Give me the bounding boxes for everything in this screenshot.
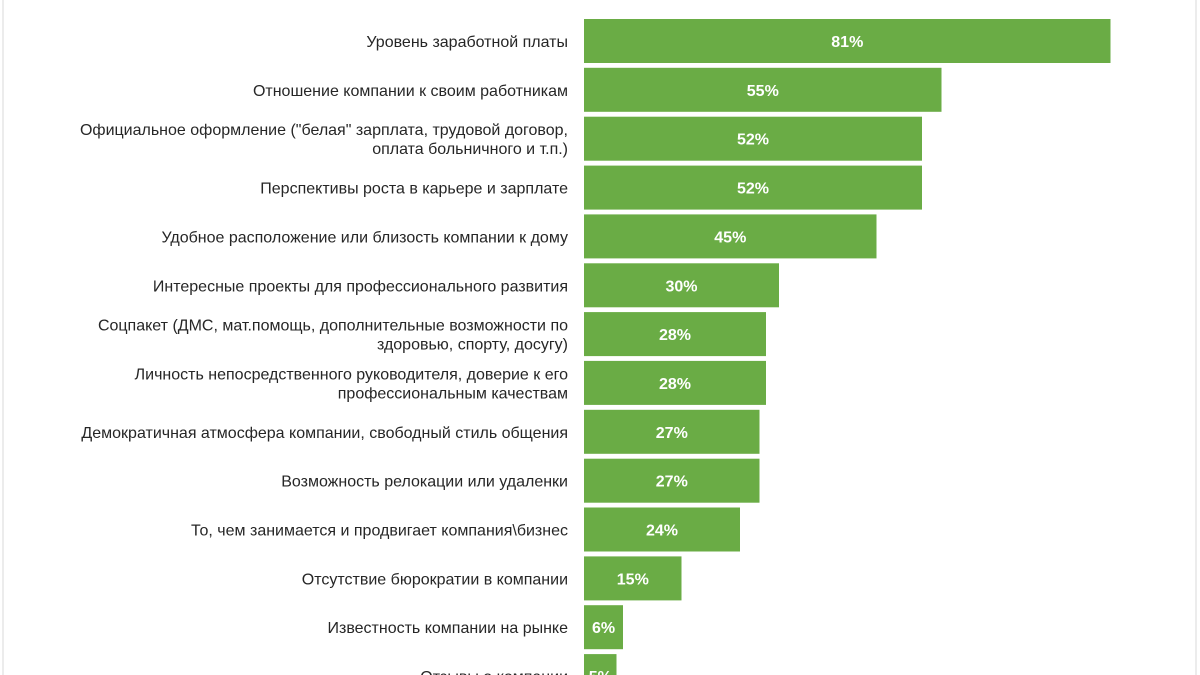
bar-7	[584, 312, 766, 357]
bar-3	[584, 116, 922, 161]
category-label-line: Отношение компании к своим работникам	[253, 83, 568, 100]
category-label-line: здоровью, спорту, досугу)	[377, 337, 568, 354]
bar-9	[584, 409, 760, 454]
category-label-line: То, чем занимается и продвигает компания…	[191, 523, 568, 540]
category-label-line: Личность непосредственного руководителя,…	[135, 366, 568, 383]
category-label-14: Отзывы о компании	[420, 669, 568, 675]
category-label-12: Отсутствие бюрократии в компании	[302, 571, 568, 588]
category-label-7: Соцпакет (ДМС, мат.помощь, дополнительны…	[98, 318, 568, 354]
bar-5	[584, 214, 877, 259]
category-label-13: Известность компании на рынке	[327, 620, 568, 637]
bar-13	[584, 605, 623, 650]
bar-10	[584, 458, 760, 503]
category-label-8: Личность непосредственного руководителя,…	[135, 366, 568, 402]
bar-1	[584, 19, 1111, 63]
bar-8	[584, 360, 766, 405]
category-label-10: Возможность релокации или удаленки	[281, 474, 568, 491]
category-label-line: профессиональным качествам	[338, 385, 568, 402]
category-label-line: Интересные проекты для профессионального…	[153, 278, 568, 295]
value-label-8: 28%	[659, 376, 691, 393]
category-label-4: Перспективы роста в карьере и зарплате	[260, 181, 568, 198]
bar-11	[584, 507, 740, 552]
category-label-1: Уровень заработной платы	[366, 34, 568, 51]
category-label-line: оплата больничного и т.п.)	[372, 141, 568, 158]
category-label-line: Удобное расположение или близость компан…	[161, 229, 568, 246]
category-label-line: Демократичная атмосфера компании, свобод…	[81, 425, 568, 442]
category-label-11: То, чем занимается и продвигает компания…	[191, 523, 568, 540]
value-label-13: 6%	[592, 620, 615, 637]
category-label-line: Уровень заработной платы	[366, 34, 568, 51]
value-label-7: 28%	[659, 327, 691, 344]
category-label-6: Интересные проекты для профессионального…	[153, 278, 568, 295]
category-label-9: Демократичная атмосфера компании, свобод…	[81, 425, 568, 442]
value-labels-layer: 81% 55% 52% 52% 45% 30% 28% 28% 27% 27% 24% 15% 6% 5%	[589, 34, 864, 675]
category-label-line: Отзывы о компании	[420, 669, 568, 675]
category-label-line: Соцпакет (ДМС, мат.помощь, дополнительны…	[98, 318, 568, 335]
bars-layer	[584, 19, 1111, 675]
value-label-3: 52%	[737, 132, 769, 149]
category-label-2: Отношение компании к своим работникам	[253, 83, 568, 100]
value-label-2: 55%	[747, 83, 779, 100]
category-label-line: Известность компании на рынке	[327, 620, 568, 637]
value-label-9: 27%	[656, 425, 688, 442]
value-label-5: 45%	[714, 229, 746, 246]
category-labels-layer: Уровень заработной платы Отношение компан…	[80, 34, 568, 675]
bar-14	[584, 654, 617, 675]
category-label-line: Официальное оформление ("белая" зарплата…	[80, 122, 568, 139]
value-label-11: 24%	[646, 523, 678, 540]
value-label-4: 52%	[737, 181, 769, 198]
bar-12	[584, 556, 682, 601]
value-label-6: 30%	[665, 278, 697, 295]
bar-6	[584, 263, 779, 308]
value-label-12: 15%	[617, 571, 649, 588]
bar-4	[584, 165, 922, 210]
value-label-10: 27%	[656, 474, 688, 491]
category-label-3: Официальное оформление ("белая" зарплата…	[80, 122, 568, 158]
bar-2	[584, 67, 942, 112]
value-label-14: 5%	[589, 669, 612, 675]
category-label-line: Возможность релокации или удаленки	[281, 474, 568, 491]
category-label-line: Отсутствие бюрократии в компании	[302, 571, 568, 588]
category-label-line: Перспективы роста в карьере и зарплате	[260, 181, 568, 198]
category-label-5: Удобное расположение или близость компан…	[161, 229, 568, 246]
value-label-1: 81%	[831, 34, 863, 51]
